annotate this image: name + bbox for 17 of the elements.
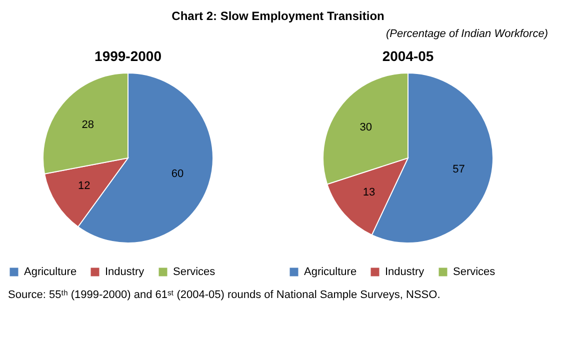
slice-label: Agriculture	[304, 266, 357, 278]
data-label: 28	[82, 118, 94, 131]
data-label: 13	[362, 186, 376, 198]
legend-label: Services	[173, 266, 216, 278]
chart-title: 2004-05	[382, 48, 434, 64]
legend-label: Agriculture	[24, 266, 77, 278]
data-label: 57	[452, 163, 465, 176]
data-label: 60	[171, 168, 184, 180]
data-label: 12	[78, 180, 90, 192]
text: Chart 2: Slow Employment Transition	[172, 9, 384, 23]
text: (Percentage of Indian Workforce)	[386, 28, 548, 40]
data-label: 30	[360, 121, 372, 134]
source-note: Source: 55ᵗʰ (1999-2000) and 61ˢᵗ (2004-05) rounds of National Sample Surveys, NSSO.	[8, 289, 440, 301]
legend-label: Services	[453, 266, 496, 278]
chart-title: 1999-2000	[94, 48, 162, 64]
legend-label: Industry	[105, 266, 145, 278]
legend-label: Industry	[385, 266, 425, 278]
